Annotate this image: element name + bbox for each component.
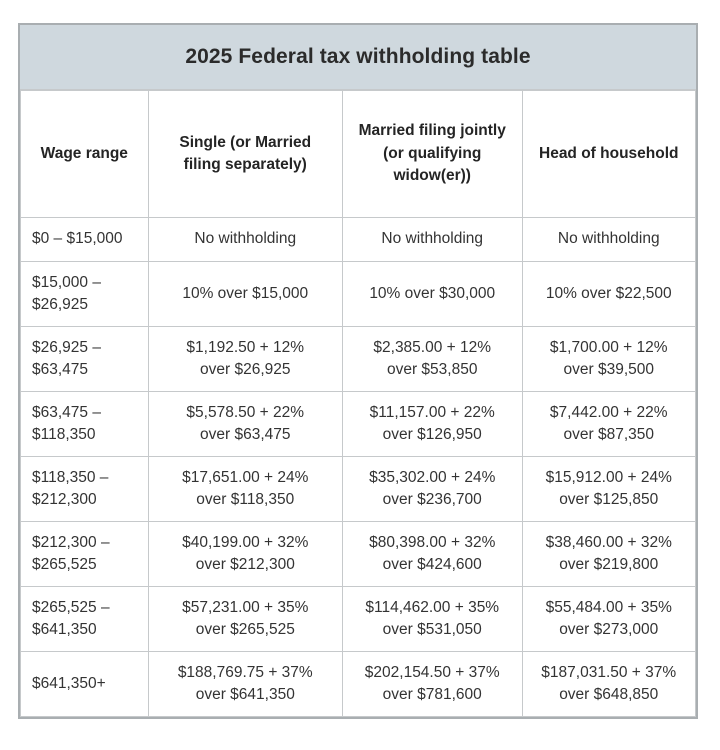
single-cell: $40,199.00 + 32% over $212,300 [147,521,343,587]
wage-range-cell: $118,350 – $212,300 [20,456,149,522]
tax-withholding-table: 2025 Federal tax withholding table Wage … [18,23,698,719]
table-row: $26,925 – $63,475 $1,192.50 + 12% over $… [20,326,696,392]
single-cell: $57,231.00 + 35% over $265,525 [147,586,343,652]
wage-range-cell: $26,925 – $63,475 [20,326,149,392]
head-of-household-cell: $187,031.50 + 37% over $648,850 [521,651,696,717]
single-cell: $17,651.00 + 24% over $118,350 [147,456,343,522]
wage-range-cell: $0 – $15,000 [20,217,149,262]
table-row: $641,350+ $188,769.75 + 37% over $641,35… [20,651,696,717]
table-row: $63,475 – $118,350 $5,578.50 + 22% over … [20,391,696,457]
head-of-household-cell: $38,460.00 + 32% over $219,800 [521,521,696,587]
married-jointly-cell: $202,154.50 + 37% over $781,600 [341,651,523,717]
married-jointly-cell: $11,157.00 + 22% over $126,950 [341,391,523,457]
table-row: $0 – $15,000 No withholding No withholdi… [20,217,696,262]
wage-range-cell: $212,300 – $265,525 [20,521,149,587]
single-cell: No withholding [147,217,343,262]
married-jointly-cell: $80,398.00 + 32% over $424,600 [341,521,523,587]
head-of-household-cell: No withholding [521,217,696,262]
single-cell: $1,192.50 + 12% over $26,925 [147,326,343,392]
withholding-data-table: Wage range Single (or Married filing sep… [20,90,696,717]
married-jointly-cell: $35,302.00 + 24% over $236,700 [341,456,523,522]
married-jointly-cell: $2,385.00 + 12% over $53,850 [341,326,523,392]
wage-range-cell: $641,350+ [20,651,149,717]
head-of-household-cell: 10% over $22,500 [521,261,696,327]
table-row: $265,525 – $641,350 $57,231.00 + 35% ove… [20,586,696,652]
table-title: 2025 Federal tax withholding table [185,45,531,68]
single-cell: $188,769.75 + 37% over $641,350 [147,651,343,717]
married-jointly-cell: 10% over $30,000 [341,261,523,327]
married-jointly-cell: No withholding [341,217,523,262]
header-row: Wage range Single (or Married filing sep… [20,90,696,218]
column-header-head-of-household: Head of household [521,90,696,218]
column-header-married-jointly: Married filing jointly (or qualifying wi… [341,90,523,218]
table-row: $118,350 – $212,300 $17,651.00 + 24% ove… [20,456,696,522]
wage-range-cell: $15,000 – $26,925 [20,261,149,327]
single-cell: $5,578.50 + 22% over $63,475 [147,391,343,457]
head-of-household-cell: $55,484.00 + 35% over $273,000 [521,586,696,652]
column-header-single: Single (or Married filing separately) [147,90,343,218]
head-of-household-cell: $1,700.00 + 12% over $39,500 [521,326,696,392]
table-title-bar: 2025 Federal tax withholding table [20,25,696,90]
single-cell: 10% over $15,000 [147,261,343,327]
head-of-household-cell: $7,442.00 + 22% over $87,350 [521,391,696,457]
head-of-household-cell: $15,912.00 + 24% over $125,850 [521,456,696,522]
wage-range-cell: $265,525 – $641,350 [20,586,149,652]
column-header-wage-range: Wage range [20,90,149,218]
married-jointly-cell: $114,462.00 + 35% over $531,050 [341,586,523,652]
table-row: $15,000 – $26,925 10% over $15,000 10% o… [20,261,696,327]
table-row: $212,300 – $265,525 $40,199.00 + 32% ove… [20,521,696,587]
wage-range-cell: $63,475 – $118,350 [20,391,149,457]
